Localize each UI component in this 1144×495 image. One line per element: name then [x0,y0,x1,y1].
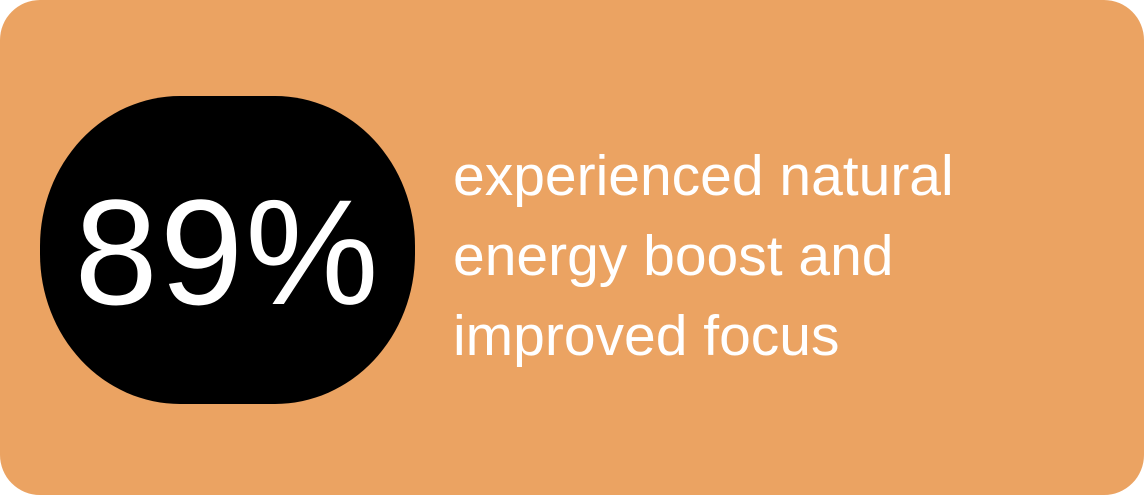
stat-value: 89% [74,168,381,336]
stat-badge: 89% [40,96,415,404]
description-line: experienced natural [453,144,954,208]
stat-description: experienced natural energy boost and imp… [453,136,1113,376]
description-line: energy boost and [453,224,894,288]
description-line: improved focus [453,304,840,368]
